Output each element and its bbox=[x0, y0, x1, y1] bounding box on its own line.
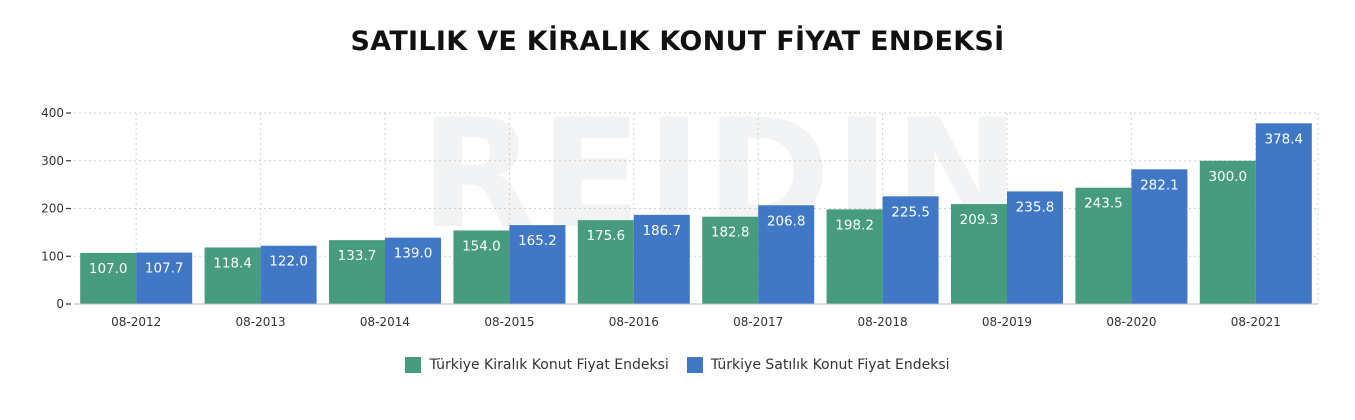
y-tick-label: 300 bbox=[41, 154, 64, 168]
bar-sale bbox=[1255, 123, 1312, 305]
data-label: 282.1 bbox=[1140, 177, 1179, 193]
bar-sale bbox=[882, 196, 939, 304]
legend-item-rental[interactable]: Türkiye Kiralık Konut Fiyat Endeksi bbox=[405, 357, 669, 373]
bar-sale bbox=[633, 214, 690, 304]
data-label: 182.8 bbox=[711, 225, 750, 241]
bar-sale bbox=[509, 225, 566, 304]
legend-item-sale[interactable]: Türkiye Satılık Konut Fiyat Endeksi bbox=[686, 357, 950, 373]
bar-rental bbox=[702, 216, 759, 304]
bar-sale bbox=[136, 252, 193, 304]
bar-sale bbox=[260, 245, 317, 304]
bar-sale bbox=[1131, 169, 1188, 304]
bar-chart: 0 100 200 300 400 107.0 118.4 133.7 154.0 175.6 18… bbox=[41, 106, 1319, 329]
bar-rental bbox=[826, 209, 883, 304]
data-label: 235.8 bbox=[1016, 199, 1055, 215]
data-label: 225.5 bbox=[891, 204, 930, 220]
data-label: 118.4 bbox=[213, 255, 252, 271]
data-label: 378.4 bbox=[1264, 131, 1303, 147]
bar-rental bbox=[80, 252, 137, 304]
data-label: 133.7 bbox=[338, 248, 377, 264]
legend-label-rental: Türkiye Kiralık Konut Fiyat Endeksi bbox=[429, 357, 669, 373]
legend: Türkiye Kiralık Konut Fiyat Endeksi Türk… bbox=[0, 357, 1355, 373]
data-label: 186.7 bbox=[642, 223, 681, 239]
bar-sale bbox=[385, 237, 441, 304]
x-tick-label: 08-2013 bbox=[236, 315, 286, 329]
data-label: 198.2 bbox=[835, 217, 874, 233]
x-tick-label: 08-2016 bbox=[609, 315, 659, 329]
x-tick-label: 08-2012 bbox=[111, 315, 161, 329]
legend-label-sale: Türkiye Satılık Konut Fiyat Endeksi bbox=[710, 357, 950, 373]
x-tick-label: 08-2018 bbox=[858, 315, 908, 329]
bar-rental bbox=[204, 247, 261, 304]
y-tick-label: 200 bbox=[41, 202, 64, 216]
x-tick-label: 08-2017 bbox=[733, 315, 783, 329]
data-label: 154.0 bbox=[462, 238, 501, 254]
data-label: 300.0 bbox=[1208, 169, 1247, 185]
bar-rental bbox=[951, 204, 1007, 304]
y-tick-label: 100 bbox=[41, 249, 64, 263]
data-label: 243.5 bbox=[1084, 196, 1123, 212]
bar-rental bbox=[577, 220, 634, 304]
x-tick-label: 08-2014 bbox=[360, 315, 410, 329]
data-label: 175.6 bbox=[586, 228, 625, 244]
bar-rental bbox=[329, 240, 385, 304]
x-tick-label: 08-2019 bbox=[982, 315, 1032, 329]
bar-sale bbox=[1007, 191, 1063, 304]
data-label: 107.7 bbox=[145, 261, 184, 277]
y-tick-label: 0 bbox=[56, 297, 64, 311]
bar-rental bbox=[453, 230, 510, 304]
data-label: 165.2 bbox=[518, 233, 557, 249]
x-tick-label: 08-2020 bbox=[1106, 315, 1156, 329]
y-tick-label: 400 bbox=[41, 106, 64, 120]
data-label: 209.3 bbox=[960, 212, 999, 228]
data-label: 107.0 bbox=[89, 261, 128, 277]
data-label: 139.0 bbox=[394, 246, 433, 262]
legend-swatch-sale bbox=[686, 357, 703, 373]
legend-swatch-rental bbox=[405, 357, 422, 373]
x-tick-label: 08-2021 bbox=[1231, 315, 1281, 329]
x-tick-label: 08-2015 bbox=[484, 315, 534, 329]
data-label: 206.8 bbox=[767, 213, 806, 229]
bar-rental bbox=[1075, 187, 1132, 304]
chart-title: SATILIK VE KİRALIK KONUT FİYAT ENDEKSİ bbox=[350, 26, 1005, 57]
data-label: 122.0 bbox=[269, 254, 308, 270]
bar-sale bbox=[758, 205, 815, 304]
bar-rental bbox=[1199, 160, 1256, 304]
